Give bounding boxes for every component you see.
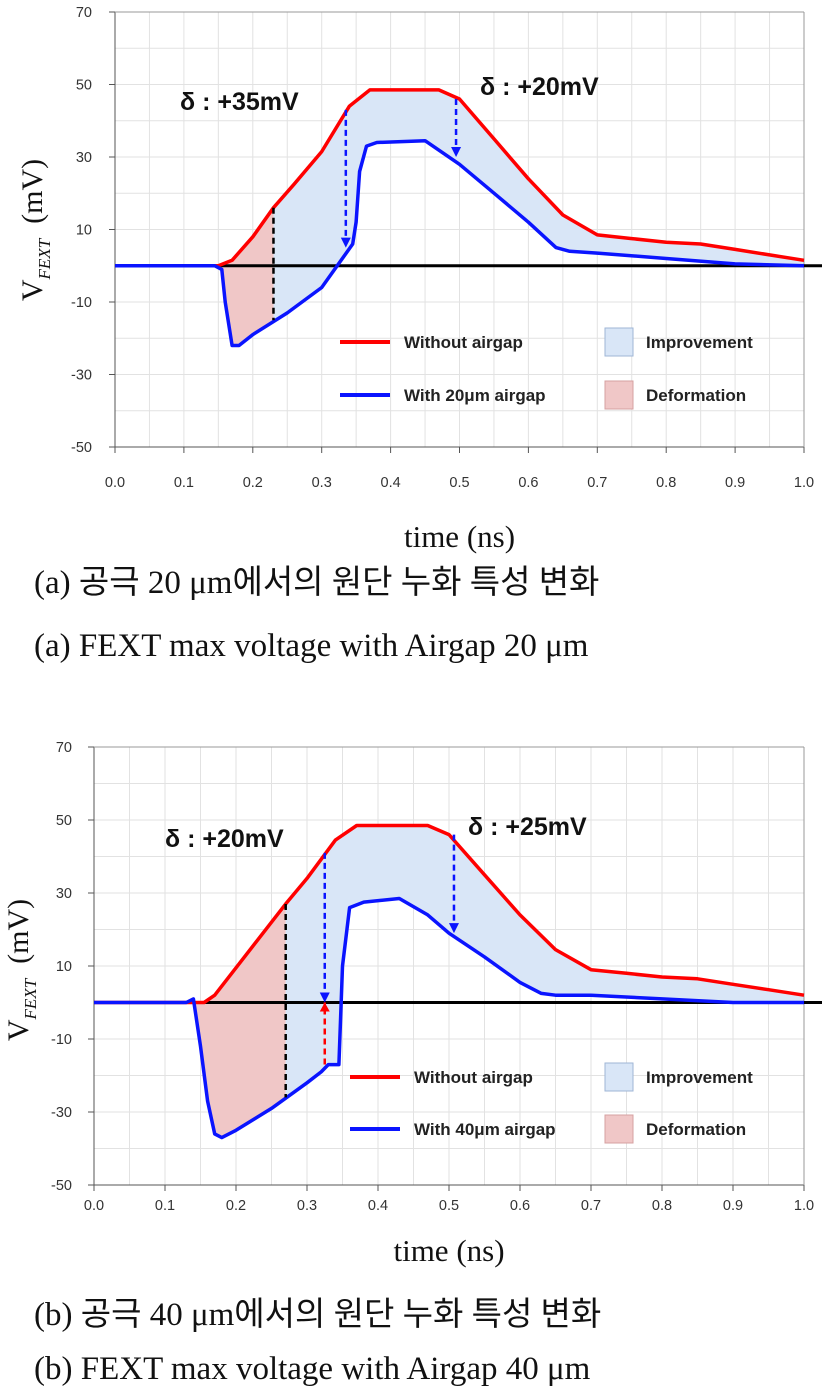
x-tick-label: 1.0 — [794, 475, 814, 491]
x-axis-title: time (ns) — [393, 1233, 504, 1268]
legend-label-with: With 20μm airgap — [404, 386, 546, 405]
x-tick-label: 0.8 — [652, 1198, 672, 1214]
x-tick-label: 0.3 — [312, 475, 332, 491]
x-tick-label: 0.4 — [381, 475, 401, 491]
series-without-airgap-line — [94, 823, 805, 1005]
x-tick-label: 1.0 — [794, 1198, 814, 1214]
x-tick-label: 0.9 — [723, 1198, 743, 1214]
y-tick-label: 30 — [56, 886, 72, 902]
x-tick-label: 0.8 — [656, 475, 676, 491]
caption-korean-b: (b) 공극 40 μm에서의 원단 누화 특성 변화 — [34, 1297, 602, 1333]
x-tick-label: 0.9 — [725, 475, 745, 491]
improvement-region — [273, 89, 804, 322]
legend-swatch-improvement — [604, 1062, 634, 1092]
marker-arrowhead — [319, 1002, 330, 1012]
x-tick-label: 0.4 — [368, 1198, 388, 1214]
improvement-region — [285, 825, 804, 1099]
caption-english-a: (a) FEXT max voltage with Airgap 20 μm — [34, 628, 589, 664]
y-tick-label: -50 — [51, 1178, 72, 1194]
y-tick-label: 70 — [76, 5, 92, 21]
series-without-airgap-line — [115, 88, 805, 268]
chart-panel-b: 0.0 0.1 0.2 0.3 0.4 0.5 0.6 0.7 0.8 0.9 1.0 70 50 30 1… — [0, 735, 827, 1391]
y-tick-label: 30 — [76, 150, 92, 166]
y-axis-title: VFEXT (mV) — [16, 159, 54, 301]
x-tick-label: 0.5 — [439, 1198, 459, 1214]
legend-label-deformation: Deformation — [646, 1120, 746, 1139]
legend-swatch-deformation — [604, 380, 634, 410]
x-tick-label: 0.1 — [174, 475, 194, 491]
delta-annotation: δ : +20mV — [165, 825, 284, 853]
x-tick-label: 0.5 — [449, 475, 469, 491]
y-tick-label: 10 — [56, 959, 72, 975]
delta-arrowhead — [340, 237, 351, 248]
deformation-region — [218, 207, 274, 346]
x-tick-label: 0.6 — [510, 1198, 530, 1214]
delta-annotation: δ : +20mV — [480, 73, 599, 101]
legend-label-without: Without airgap — [414, 1068, 533, 1087]
series-with-airgap-line — [94, 896, 804, 1140]
legend-swatch-improvement — [604, 327, 634, 357]
y-tick-label: -30 — [51, 1105, 72, 1121]
x-tick-label: 0.2 — [243, 475, 263, 491]
y-tick-label: -50 — [71, 440, 92, 456]
x-tick-label: 0.6 — [518, 475, 538, 491]
caption-korean-a: (a) 공극 20 μm에서의 원단 누화 특성 변화 — [34, 565, 600, 601]
x-tick-label: 0.0 — [84, 1198, 104, 1214]
caption-english-b: (b) FEXT max voltage with Airgap 40 μm — [34, 1351, 591, 1387]
y-tick-label: 50 — [56, 813, 72, 829]
y-tick-label: 70 — [56, 740, 72, 756]
series-with-airgap-line — [115, 138, 805, 348]
delta-arrowhead — [448, 923, 459, 934]
delta-arrowhead — [319, 992, 330, 1003]
chart-panel-a: 0.0 0.1 0.2 0.3 0.4 0.5 0.6 0.7 0.8 0.9 1.0 70 50 30 1… — [0, 0, 827, 690]
legend-label-deformation: Deformation — [646, 386, 746, 405]
x-axis-title: time (ns) — [404, 519, 515, 554]
legend-label-improvement: Improvement — [646, 333, 753, 352]
legend-label-with: With 40μm airgap — [414, 1120, 556, 1139]
y-tick-label: 10 — [76, 223, 92, 239]
delta-annotation: δ : +35mV — [180, 88, 299, 116]
y-tick-label: -10 — [71, 295, 92, 311]
x-tick-label: 0.2 — [226, 1198, 246, 1214]
y-tick-label: -10 — [51, 1032, 72, 1048]
y-tick-label: 50 — [76, 78, 92, 94]
x-tick-label: 0.1 — [155, 1198, 175, 1214]
delta-arrowhead — [451, 147, 462, 157]
fext-chart-a: 0.0 0.1 0.2 0.3 0.4 0.5 0.6 0.7 0.8 0.9 1.0 70 50 30 1… — [16, 5, 822, 554]
legend-label-improvement: Improvement — [646, 1068, 753, 1087]
legend-label-without: Without airgap — [404, 333, 523, 352]
legend-swatch-deformation — [604, 1114, 634, 1144]
delta-annotation: δ : +25mV — [468, 813, 587, 841]
fext-chart-b: 0.0 0.1 0.2 0.3 0.4 0.5 0.6 0.7 0.8 0.9 1.0 70 50 30 1… — [2, 740, 822, 1268]
x-tick-label: 0.0 — [105, 475, 125, 491]
y-axis-title: VFEXT (mV) — [2, 899, 40, 1041]
deformation-region — [193, 903, 286, 1138]
x-tick-label: 0.3 — [297, 1198, 317, 1214]
x-tick-label: 0.7 — [581, 1198, 601, 1214]
x-tick-label: 0.7 — [587, 475, 607, 491]
y-tick-label: -30 — [71, 368, 92, 384]
